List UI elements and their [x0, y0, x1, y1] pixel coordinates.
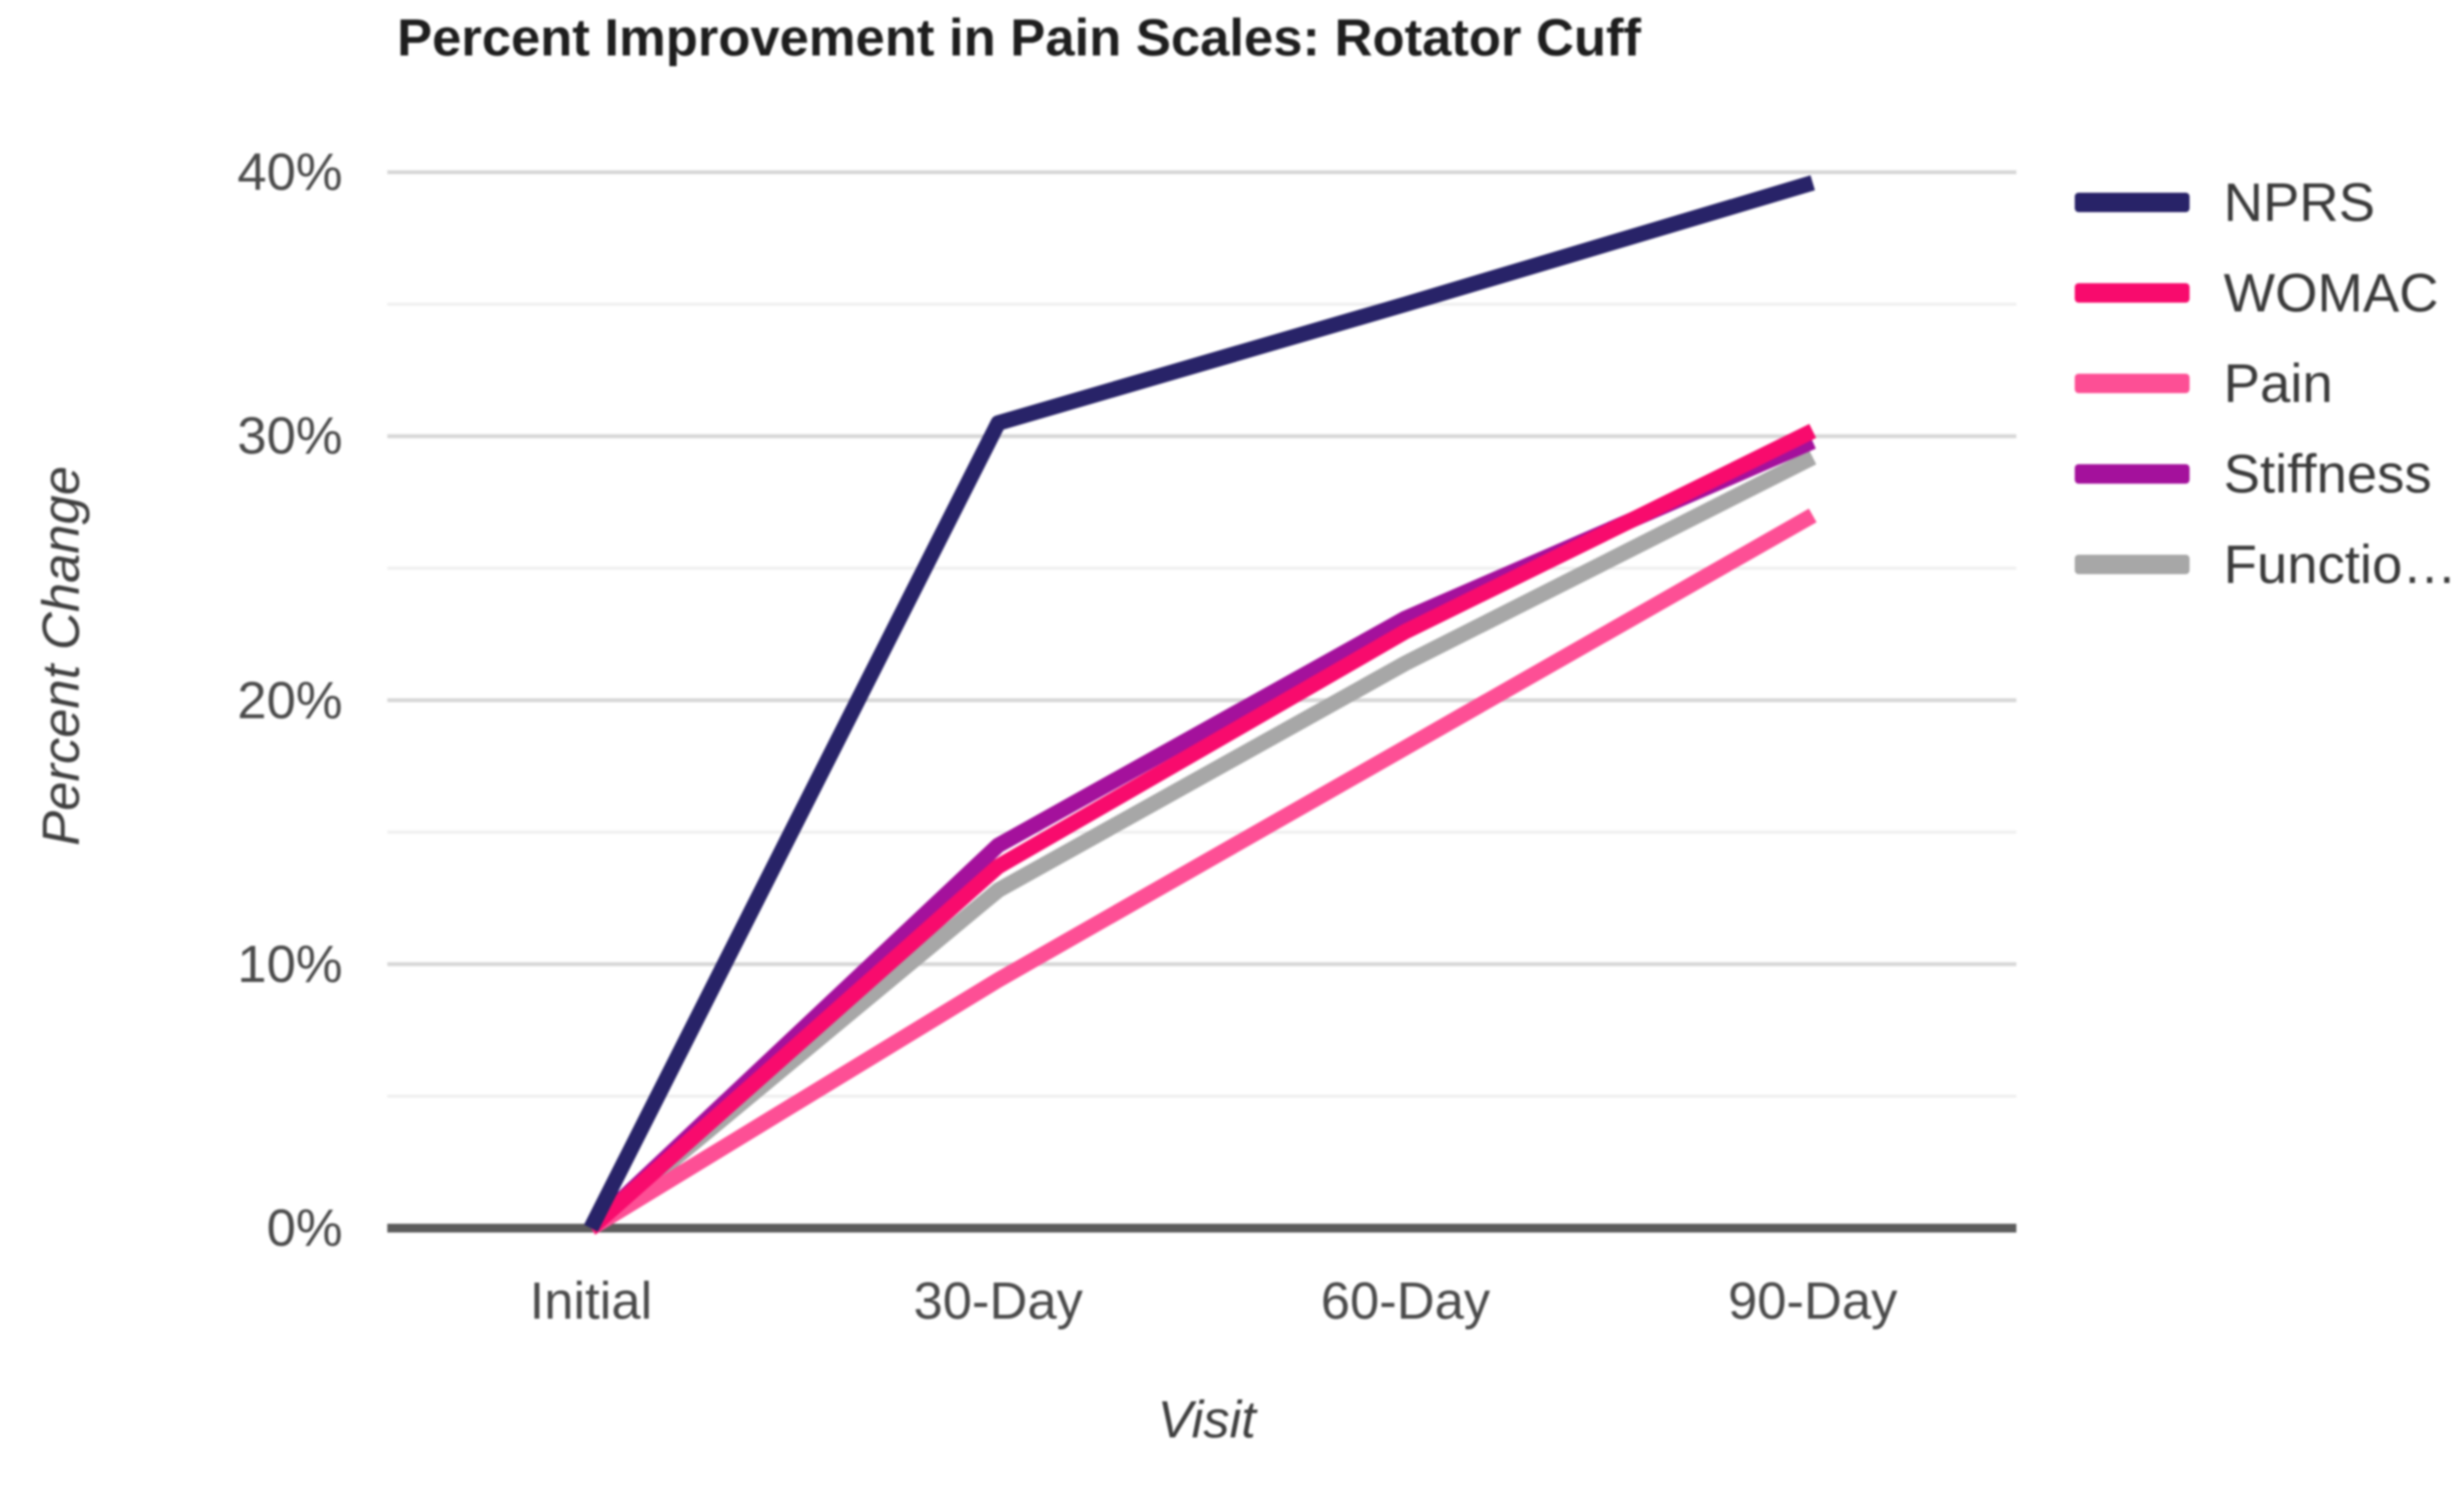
y-axis-title: Percent Change [32, 465, 91, 847]
x-axis-title: Visit [1157, 1391, 1256, 1449]
series-line-nprs [584, 175, 1816, 1232]
legend-swatch-pain [2075, 374, 2190, 393]
x-tick-label: Initial [529, 1272, 653, 1330]
legend-swatch-womac [2075, 283, 2190, 303]
legend-swatch-nprs [2075, 193, 2190, 212]
x-tick-label: 90-Day [1727, 1272, 1898, 1330]
series-line-pain [587, 508, 1817, 1235]
legend-label-nprs: NPRS [2224, 171, 2375, 233]
legend-swatch-stiffness [2075, 464, 2190, 484]
legend-label-womac: WOMAC [2224, 262, 2439, 323]
x-tick-label: 30-Day [913, 1272, 1083, 1330]
x-tick-label: 60-Day [1321, 1272, 1491, 1330]
legend-label-pain: Pain [2224, 352, 2334, 414]
y-tick-label: 10% [236, 934, 343, 994]
legend-swatch-function [2075, 555, 2190, 574]
series-line-womac [585, 423, 1817, 1234]
y-tick-label: 40% [236, 143, 343, 201]
series-line-function [586, 450, 1817, 1235]
y-tick-label: 20% [236, 671, 343, 730]
legend-label-stiffness: Stiffness [2224, 443, 2432, 504]
chart-title: Percent Improvement in Pain Scales: Rota… [397, 9, 1642, 67]
y-tick-label: 30% [236, 407, 343, 466]
y-tick-label: 0% [266, 1199, 343, 1257]
legend-label-function: Functio… [2224, 533, 2457, 595]
